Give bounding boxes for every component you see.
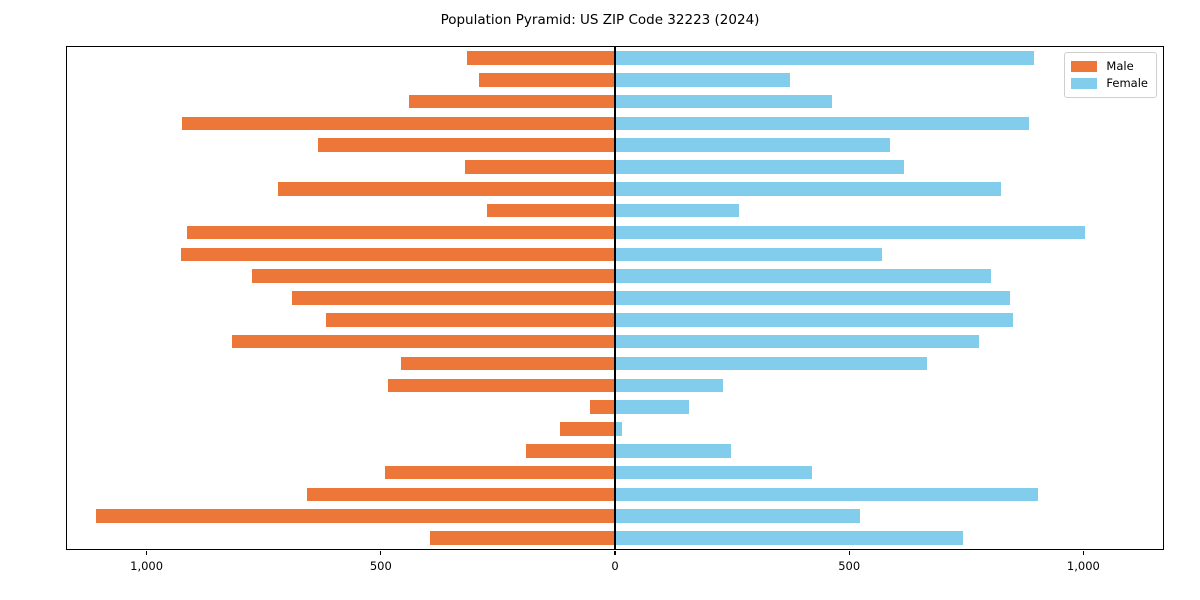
legend-swatch-male — [1071, 61, 1098, 72]
x-axis-tick — [848, 551, 850, 555]
x-axis-tick — [614, 551, 616, 555]
pyramid-row — [67, 138, 1163, 152]
bar-male — [384, 465, 615, 480]
bar-female — [615, 291, 1011, 305]
bar-female — [615, 509, 861, 524]
bar-female — [615, 400, 689, 414]
pyramid-row — [67, 72, 1163, 87]
pyramid-row — [67, 465, 1163, 480]
bar-female — [615, 160, 904, 174]
bar-male — [317, 138, 615, 152]
bar-male — [430, 531, 615, 545]
zero-axis-line — [614, 47, 616, 549]
pyramid-row — [67, 116, 1163, 131]
legend-label-female: Female — [1106, 75, 1148, 90]
bar-male — [187, 225, 615, 240]
bar-male — [526, 444, 615, 458]
bar-female — [615, 94, 832, 109]
pyramid-row — [67, 51, 1163, 65]
bar-female — [615, 422, 623, 436]
bar-female — [615, 72, 791, 87]
bar-male — [96, 509, 615, 524]
bar-male — [589, 400, 615, 414]
bar-male — [388, 378, 615, 393]
chart-legend: Male Female — [1064, 52, 1157, 98]
pyramid-row — [67, 269, 1163, 283]
pyramid-row — [67, 247, 1163, 262]
legend-item-male: Male — [1071, 58, 1148, 75]
x-axis-tick — [380, 551, 382, 555]
pyramid-row — [67, 531, 1163, 545]
bar-male — [559, 422, 615, 436]
pyramid-row — [67, 94, 1163, 109]
bar-female — [615, 269, 992, 283]
bar-male — [232, 334, 615, 349]
bar-female — [615, 51, 1034, 65]
bar-male — [408, 94, 615, 109]
pyramid-row — [67, 182, 1163, 196]
bar-female — [615, 116, 1030, 131]
bar-male — [465, 160, 615, 174]
bar-female — [615, 182, 1001, 196]
x-axis-label: 1,000 — [1066, 559, 1100, 573]
x-axis-tick — [146, 551, 148, 555]
pyramid-row — [67, 422, 1163, 436]
bar-male — [292, 291, 615, 305]
bar-female — [615, 465, 813, 480]
bar-male — [251, 269, 615, 283]
bar-female — [615, 247, 882, 262]
pyramid-row — [67, 509, 1163, 524]
pyramid-row — [67, 160, 1163, 174]
bar-female — [615, 225, 1086, 240]
pyramid-row — [67, 356, 1163, 371]
bar-male — [401, 356, 615, 371]
bar-female — [615, 444, 731, 458]
pyramid-row — [67, 487, 1163, 502]
legend-item-female: Female — [1071, 75, 1148, 92]
x-axis-tick — [1082, 551, 1084, 555]
bar-female — [615, 334, 980, 349]
bar-male — [277, 182, 615, 196]
bar-male — [479, 72, 615, 87]
pyramid-row — [67, 444, 1163, 458]
x-axis-label: 500 — [838, 559, 861, 573]
pyramid-row — [67, 291, 1163, 305]
bar-female — [615, 531, 964, 545]
pyramid-row — [67, 400, 1163, 414]
bar-female — [615, 203, 739, 218]
bar-female — [615, 487, 1039, 502]
x-axis-label: 500 — [369, 559, 392, 573]
x-axis-label: 0 — [611, 559, 619, 573]
pyramid-row — [67, 313, 1163, 327]
legend-swatch-female — [1071, 78, 1098, 89]
bar-male — [180, 247, 615, 262]
pyramid-row — [67, 225, 1163, 240]
plot-area: Male Female 85+80-8475-7970-7467-6965-66… — [66, 46, 1164, 573]
bar-female — [615, 356, 927, 371]
legend-label-male: Male — [1106, 58, 1134, 73]
bars-container — [67, 47, 1163, 549]
bar-male — [486, 203, 615, 218]
bar-male — [325, 313, 615, 327]
bar-female — [615, 313, 1014, 327]
bar-male — [306, 487, 615, 502]
bar-male — [181, 116, 615, 131]
chart-title: Population Pyramid: US ZIP Code 32223 (2… — [440, 12, 760, 28]
pyramid-row — [67, 203, 1163, 218]
bar-female — [615, 138, 890, 152]
pyramid-row — [67, 334, 1163, 349]
x-axis-label: 1,000 — [130, 559, 164, 573]
bar-male — [467, 51, 615, 65]
bar-female — [615, 378, 723, 393]
pyramid-row — [67, 378, 1163, 393]
